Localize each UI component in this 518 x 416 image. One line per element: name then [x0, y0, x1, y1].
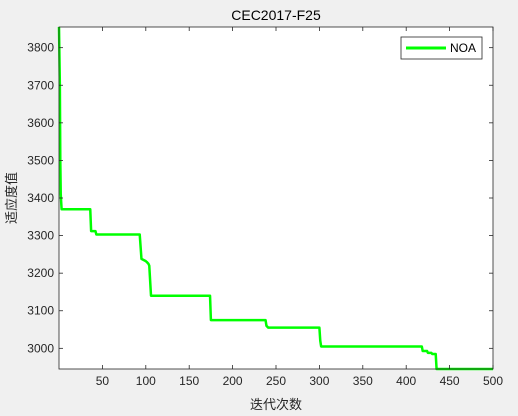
axes-layer: 50 100 150 200 250 300 350 400 450 500 3000 3100 320… [27, 26, 503, 388]
x-tick-label: 450 [440, 374, 460, 388]
x-tick-label: 350 [353, 374, 373, 388]
x-tick-label: 300 [309, 374, 329, 388]
x-tick-label: 200 [223, 374, 243, 388]
x-tick-label: 50 [96, 374, 110, 388]
y-tick-label: 3800 [27, 41, 54, 55]
x-axis-label: 迭代次数 [250, 397, 302, 413]
chart-title: CEC2017-F25 [231, 7, 321, 23]
y-tick-label: 3700 [27, 78, 54, 92]
y-axis-label: 适应度值 [4, 172, 20, 224]
legend-label-noa: NOA [450, 41, 476, 55]
series-line-noa [57, 26, 493, 371]
y-tick-label: 3100 [27, 304, 54, 318]
x-tick-label: 100 [136, 374, 156, 388]
legend: NOA [400, 36, 483, 60]
y-tick-label: 3000 [27, 341, 54, 355]
y-tick-label: 3200 [27, 266, 54, 280]
plot-area [59, 27, 493, 369]
x-tick-label: 150 [179, 374, 199, 388]
y-tick-label: 3500 [27, 153, 54, 167]
series-layer [57, 26, 493, 371]
y-tick-label: 3400 [27, 191, 54, 205]
x-tick-label: 400 [396, 374, 416, 388]
y-tick-label: 3300 [27, 229, 54, 243]
y-tick-label: 3600 [27, 116, 54, 130]
x-tick-label: 500 [483, 374, 503, 388]
x-tick-label: 250 [266, 374, 286, 388]
